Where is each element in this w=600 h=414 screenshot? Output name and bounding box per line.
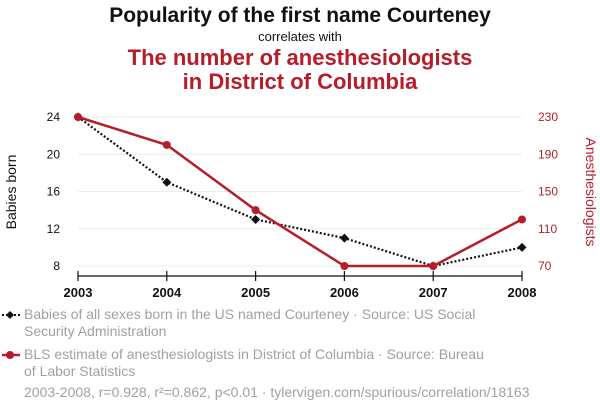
second-title-line-1: The number of anesthesiologists <box>127 45 473 70</box>
x-tick-label: 2008 <box>508 285 537 300</box>
x-tick-label: 2005 <box>241 285 270 300</box>
legend-label-anesthesiologists: BLS estimate of anesthesiologists in Dis… <box>24 346 484 379</box>
data-point-anesthesiologists <box>74 113 82 121</box>
right-tick-label: 70 <box>538 259 552 273</box>
data-point-anesthesiologists <box>251 206 260 215</box>
right-axis: 70 110 150 190 230 Anesthesiologists <box>538 110 599 273</box>
data-point-babies <box>339 233 349 243</box>
series-line-anesthesiologists <box>77 115 523 268</box>
left-tick-label: 16 <box>47 185 61 199</box>
data-point-babies <box>251 214 261 224</box>
x-tick-label: 2006 <box>330 285 359 300</box>
x-tick-label: 2003 <box>64 285 93 300</box>
footer-stats: 2003-2008, r=0.928, r²=0.862, p<0.01 · t… <box>24 384 530 400</box>
chart-title: Popularity of the first name Courteney <box>109 4 491 27</box>
legend-marker-babies <box>2 311 20 319</box>
second-title-line-2: in District of Columbia <box>182 69 418 94</box>
data-point-babies <box>162 177 172 187</box>
right-tick-label: 190 <box>538 147 558 161</box>
left-axis: 8 12 16 20 24 Babies born <box>3 110 60 273</box>
right-tick-label: 150 <box>538 185 558 199</box>
legend-marker-anesthesiologists <box>2 351 20 359</box>
title-block: Popularity of the first name Courteney c… <box>0 0 600 94</box>
gridlines <box>78 116 522 267</box>
x-tick-label: 2004 <box>152 285 182 300</box>
right-axis-title: Anesthesiologists <box>583 138 599 247</box>
data-point-babies <box>517 242 527 252</box>
connector-text: correlates with <box>258 29 342 44</box>
left-tick-label: 12 <box>47 222 61 236</box>
right-tick-label: 110 <box>538 222 557 236</box>
x-axis: 2003 2004 2005 2006 2007 2008 <box>64 271 537 300</box>
data-point-anesthesiologists <box>518 215 526 224</box>
series-layer <box>73 112 527 271</box>
legend-label-babies: Babies of all sexes born in the US named… <box>24 306 476 339</box>
data-point-anesthesiologists <box>340 262 349 270</box>
data-point-anesthesiologists <box>162 140 171 149</box>
left-tick-label: 8 <box>53 259 60 273</box>
data-point-anesthesiologists <box>429 262 438 270</box>
left-axis-title: Babies born <box>3 155 19 230</box>
series-line-babies <box>77 116 523 268</box>
left-tick-label: 20 <box>47 147 61 161</box>
x-tick-label: 2007 <box>419 285 448 300</box>
left-tick-label: 24 <box>47 110 61 124</box>
right-tick-label: 230 <box>538 110 558 124</box>
